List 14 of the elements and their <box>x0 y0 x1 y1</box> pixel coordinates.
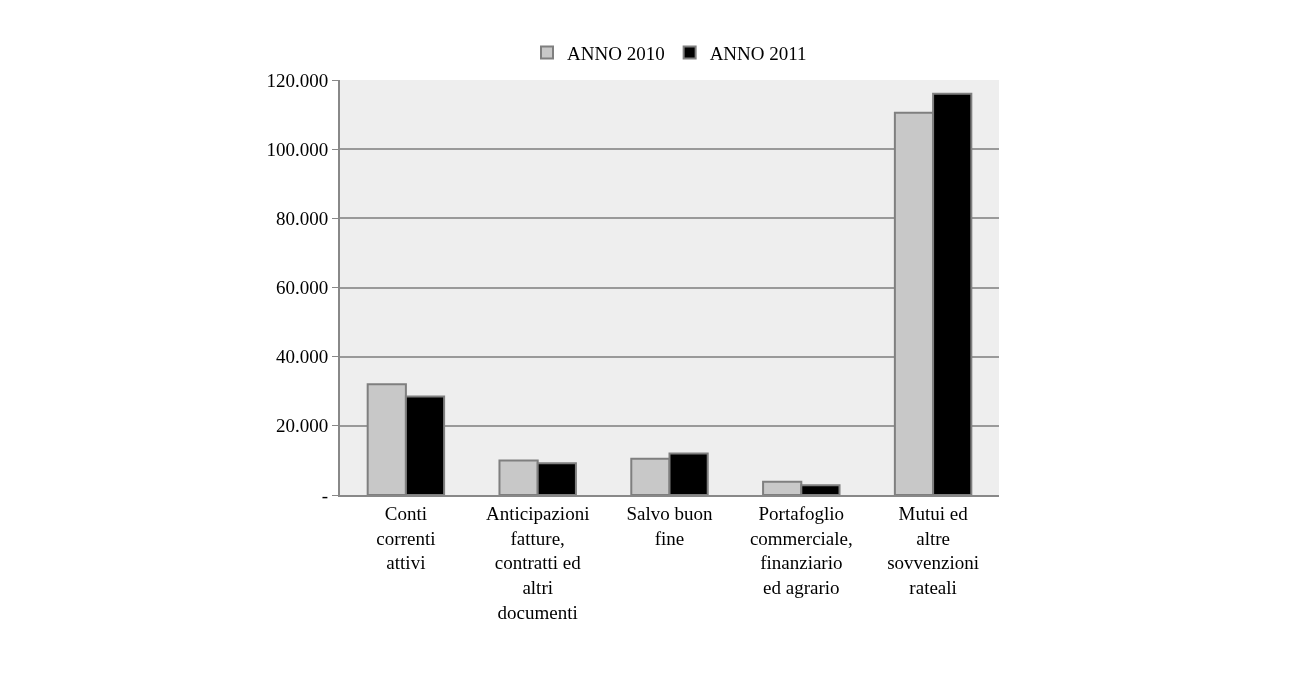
y-tick-label: 100.000 <box>266 138 329 160</box>
legend-label: ANNO 2011 <box>709 42 807 64</box>
x-tick-label: Anticipazioni fatture, contratti ed altri documenti <box>485 502 590 623</box>
y-tick-label: 120.000 <box>266 69 329 91</box>
y-tick-label: 40.000 <box>275 346 329 368</box>
x-tick-label: Salvo buon fine <box>626 502 714 549</box>
legend-label: ANNO 2010 <box>567 42 665 64</box>
x-tick-label: Portafoglio commerciale, finanziario ed agrario <box>749 502 853 598</box>
x-tick-label: Conti correnti attivi <box>376 502 436 574</box>
y-tick-label: 60.000 <box>275 277 329 299</box>
y-tick-label: 20.000 <box>275 415 329 437</box>
x-tick-label: Mutui ed altre sovvenzioni rateali <box>887 502 980 598</box>
y-tick-label: - <box>321 484 329 506</box>
y-tick-label: 80.000 <box>275 207 329 229</box>
